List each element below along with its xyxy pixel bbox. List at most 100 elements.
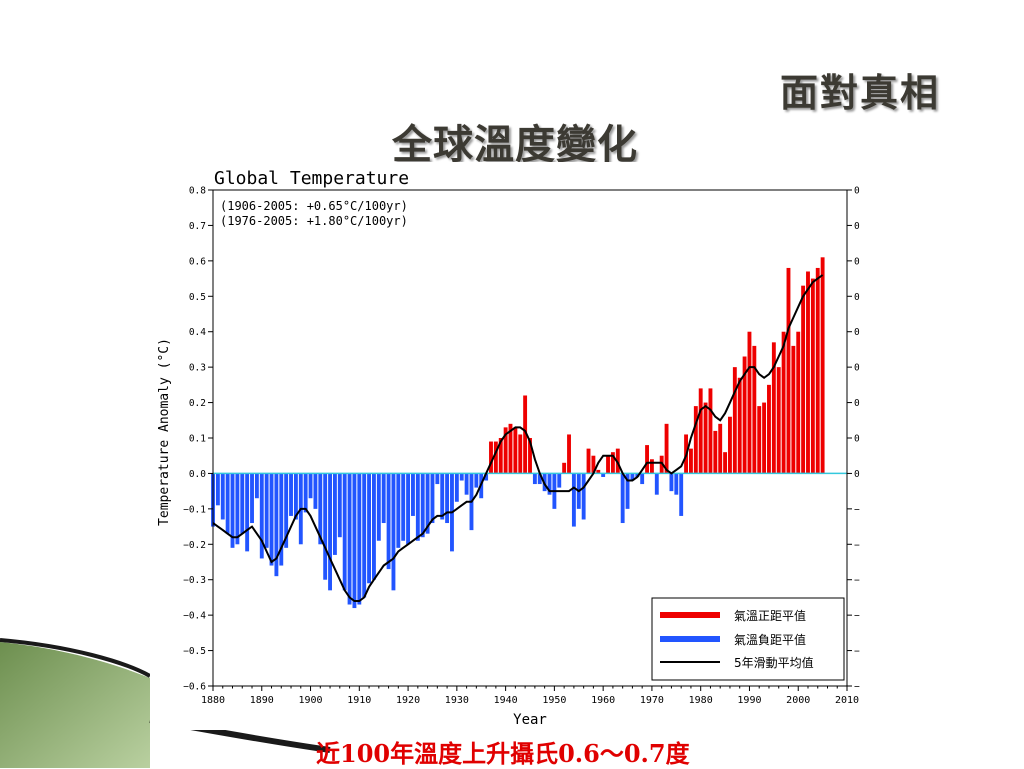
bar-positive (801, 285, 806, 474)
bar-negative (250, 473, 254, 524)
bar-positive (718, 423, 723, 474)
bar-negative (396, 473, 401, 548)
bar-positive (493, 441, 498, 474)
bar-positive (786, 267, 791, 474)
bar-negative (415, 473, 420, 541)
bar-negative (284, 473, 289, 548)
bar-negative (274, 473, 279, 577)
bar-negative (337, 473, 342, 538)
bar-positive (523, 395, 528, 474)
x-tick-label: 2010 (835, 695, 859, 706)
bar-negative (235, 473, 240, 545)
axes-layer: −0.6 −0.6 −0.5 −0.5 −0.4 −0.4 −0.3 −0.3 −0.2 −0.2… (183, 186, 860, 707)
bar-positive (771, 342, 776, 474)
bar-positive (693, 406, 698, 474)
legend-label-smoothed: 5年滑動平均值 (734, 655, 814, 670)
bar-positive (698, 388, 703, 474)
bar-negative (362, 473, 367, 598)
slide-subtitle: 全球溫度變化 (392, 122, 638, 168)
bar-positive (562, 462, 567, 474)
y-tick-label-left: 0.0 (189, 469, 206, 480)
bar-negative (318, 473, 323, 545)
bar-negative (430, 473, 435, 524)
y-tick-label-right: 0.5 (854, 292, 860, 303)
x-tick-label: 1880 (201, 695, 225, 706)
bar-negative (293, 473, 298, 520)
y-tick-label-left: 0.8 (189, 186, 206, 197)
bar-negative (357, 473, 362, 605)
y-tick-label-left: 0.1 (189, 434, 206, 445)
bar-positive (767, 384, 771, 474)
bar-negative (401, 473, 406, 541)
y-tick-label-left: −0.3 (183, 575, 206, 586)
bar-negative (347, 473, 352, 605)
trend-note-1: (1906-2005: +0.65°C/100yr) (220, 199, 408, 213)
bar-positive (723, 452, 728, 474)
bar-negative (225, 473, 230, 534)
bar-positive (815, 267, 820, 474)
bar-negative (259, 473, 264, 559)
footer-note: 近100年溫度上升攝氏0.6～0.7度 (316, 739, 690, 768)
bar-negative (459, 473, 464, 481)
y-tick-label-right: 0.7 (854, 221, 860, 232)
bar-negative (547, 473, 552, 495)
bar-positive (610, 452, 615, 474)
y-tick-label-left: 0.2 (189, 398, 206, 409)
legend: 氣溫正距平值 氣溫負距平值 5年滑動平均值 (651, 597, 845, 681)
bar-positive (791, 345, 796, 474)
y-tick-label-right: 0.6 (854, 256, 860, 267)
y-tick-label-right: −0.4 (854, 611, 860, 622)
bar-positive (728, 416, 732, 474)
bar-positive (498, 438, 503, 474)
y-tick-label-left: −0.2 (183, 540, 206, 551)
bar-negative (435, 473, 440, 485)
y-tick-label-right: −0.1 (854, 504, 860, 515)
bar-negative (630, 473, 635, 481)
bar-negative (289, 473, 293, 516)
y-tick-label-right: −0.3 (854, 575, 860, 586)
legend-label-negative: 氣溫負距平值 (734, 632, 806, 647)
bar-negative (454, 473, 459, 502)
y-tick-label-left: 0.4 (189, 327, 206, 338)
bar-negative (264, 473, 269, 548)
decorative-swoosh (0, 638, 331, 768)
bar-positive (796, 331, 801, 474)
bar-positive (762, 402, 767, 474)
y-tick-label-right: −0.5 (854, 646, 860, 657)
slide-title: 面對真相 (780, 71, 941, 115)
bar-positive (606, 455, 610, 474)
bar-negative (464, 473, 469, 495)
y-tick-label-left: −0.5 (183, 646, 206, 657)
bar-positive (820, 257, 825, 474)
chart-title: Global Temperature (214, 168, 409, 189)
y-tick-label-right: −0.2 (854, 540, 860, 551)
bar-positive (689, 448, 693, 474)
bar-negative (215, 473, 220, 506)
x-tick-label: 1990 (737, 695, 761, 706)
bar-negative (440, 473, 445, 520)
x-tick-label: 1950 (542, 695, 566, 706)
bar-positive (518, 434, 523, 474)
x-tick-label: 1960 (591, 695, 615, 706)
y-tick-label-left: −0.4 (183, 611, 206, 622)
y-tick-label-left: 0.6 (189, 256, 206, 267)
bar-positive (732, 367, 737, 474)
x-tick-label: 1920 (396, 695, 420, 706)
bar-positive (752, 345, 757, 474)
bar-positive (747, 331, 752, 474)
y-tick-label-right: 0.3 (854, 363, 860, 374)
bar-positive (508, 423, 513, 474)
bar-positive (708, 388, 713, 474)
bar-negative (640, 473, 645, 485)
bar-positive (528, 438, 532, 474)
y-tick-label-right: 0.8 (854, 186, 860, 197)
y-tick-label-left: −0.6 (183, 682, 206, 693)
bar-negative (445, 473, 450, 524)
bar-negative (620, 473, 625, 524)
bar-negative (679, 473, 684, 516)
y-tick-label-left: 0.5 (189, 292, 206, 303)
bar-positive (757, 406, 762, 474)
bar-positive (596, 469, 601, 474)
bar-negative (474, 473, 479, 488)
y-tick-label-right: 0.0 (854, 469, 860, 480)
